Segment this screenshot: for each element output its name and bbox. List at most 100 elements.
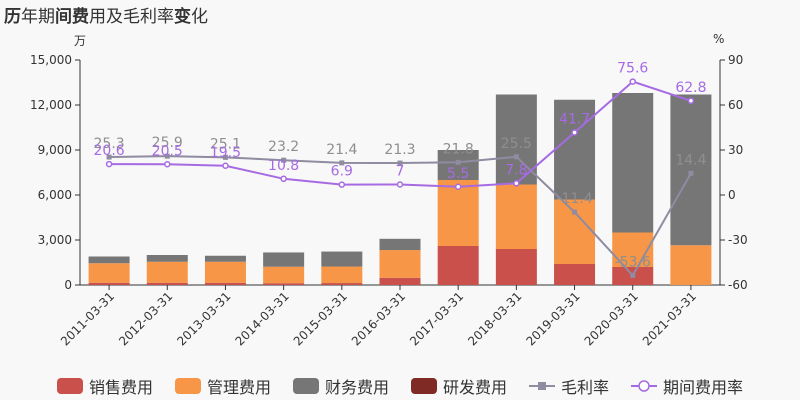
left-tick-label: 3,000	[38, 233, 72, 247]
point-expense	[454, 183, 462, 190]
right-tick-label: 0	[728, 188, 736, 202]
data-label-expense: 62.8	[675, 80, 706, 96]
title-part: 变	[174, 7, 191, 27]
bar-admin	[88, 263, 130, 283]
title-part: 用及毛利率	[89, 7, 174, 27]
data-label-expense: 7	[396, 164, 405, 180]
bar-sales	[379, 277, 421, 285]
data-label-expense: 7.8	[505, 162, 527, 178]
bar-finance	[204, 255, 246, 262]
bar-finance	[146, 255, 188, 262]
legend-swatch-rnd	[411, 378, 437, 394]
bar-admin	[263, 266, 305, 284]
bar-sales	[437, 246, 479, 285]
left-tick-label: 12,000	[30, 98, 72, 112]
point-gross	[513, 154, 519, 160]
legend-line-expense	[631, 380, 658, 392]
bar-sales	[495, 249, 537, 285]
chart-title: 历年期间费用及毛利率变化	[4, 2, 208, 27]
point-expense	[222, 162, 229, 169]
legend-item-gross[interactable]: 毛利率	[529, 374, 609, 398]
point-gross	[164, 153, 170, 159]
bar-sales	[554, 264, 596, 285]
right-tick-label: 30	[728, 143, 743, 157]
bar-finance	[88, 256, 130, 264]
left-tick-label: 0	[64, 278, 72, 292]
bar-sales	[263, 283, 305, 285]
bar-admin	[495, 184, 537, 249]
legend-label: 研发费用	[443, 378, 508, 397]
bar-admin	[321, 266, 363, 284]
point-expense	[338, 181, 346, 188]
x-tick-label: 2012-03-31	[116, 289, 175, 348]
point-gross	[397, 160, 403, 166]
point-gross	[281, 157, 287, 163]
point-gross	[222, 154, 228, 160]
legend-label: 管理费用	[206, 378, 271, 397]
title-part: 年期	[21, 7, 55, 27]
legend-item-finance[interactable]: 财务费用	[292, 374, 389, 398]
data-label-gross: 25.5	[501, 136, 532, 152]
data-label-expense: 20.5	[152, 143, 183, 159]
data-label-gross: -11.4	[556, 191, 592, 207]
point-expense	[164, 161, 171, 168]
left-axis-unit: 万	[74, 34, 87, 48]
data-label-gross: 23.2	[268, 139, 299, 155]
x-tick-label: 2019-03-31	[523, 289, 582, 348]
data-label-expense: 10.8	[268, 158, 299, 174]
data-label-gross: 14.4	[675, 152, 706, 168]
left-tick-label: 6,000	[38, 188, 72, 202]
bar-finance	[437, 150, 479, 180]
data-label-gross: 25.3	[94, 136, 125, 152]
data-label-gross: 21.3	[384, 142, 415, 158]
data-label-expense: 5.5	[447, 166, 469, 182]
bar-finance	[321, 251, 363, 267]
right-axis-unit: %	[713, 32, 725, 46]
x-tick-label: 2013-03-31	[174, 289, 233, 348]
bar-sales	[204, 282, 246, 285]
bar-sales	[88, 282, 130, 285]
right-tick-label: -60	[728, 278, 748, 292]
bar-finance	[379, 238, 421, 251]
point-expense	[513, 180, 520, 187]
bar-admin	[379, 250, 421, 278]
left-tick-label: 15,000	[30, 53, 72, 67]
bar-admin	[204, 261, 246, 283]
data-label-expense: 20.6	[94, 143, 125, 159]
bar-finance	[263, 252, 305, 267]
bar-finance	[554, 99, 596, 200]
point-expense	[571, 129, 578, 136]
bar-finance	[670, 94, 712, 246]
x-tick-label: 2014-03-31	[233, 289, 292, 348]
right-tick-label: 60	[728, 98, 743, 112]
legend-item-admin[interactable]: 管理费用	[174, 374, 271, 398]
data-label-gross: 25.1	[210, 136, 241, 152]
data-label-expense: 41.7	[559, 111, 590, 127]
point-gross	[106, 154, 112, 160]
x-tick-label: 2011-03-31	[58, 289, 117, 348]
legend-label: 毛利率	[561, 378, 610, 397]
legend-swatch-finance	[292, 378, 319, 394]
point-gross	[339, 160, 345, 166]
point-expense	[280, 175, 287, 183]
data-label-expense: 19.5	[210, 145, 241, 161]
data-label-gross: 21.8	[443, 141, 474, 157]
point-gross	[572, 209, 578, 215]
point-expense	[629, 78, 636, 85]
legend-item-rnd[interactable]: 研发费用	[411, 374, 507, 398]
bar-admin	[670, 245, 712, 285]
point-gross	[688, 170, 694, 176]
legend-item-expense[interactable]: 期间费用率	[631, 374, 743, 398]
right-tick-label: 90	[728, 53, 743, 67]
data-label-gross: 25.9	[152, 135, 183, 151]
legend-label: 期间费用率	[663, 378, 744, 397]
bar-finance	[612, 93, 654, 233]
x-tick-label: 2018-03-31	[465, 289, 524, 348]
legend-label: 财务费用	[324, 378, 389, 397]
legend-label: 销售费用	[88, 378, 153, 397]
legend-item-sales[interactable]: 销售费用	[56, 374, 153, 398]
left-tick-label: 9,000	[38, 143, 72, 157]
bar-sales	[321, 283, 363, 285]
title-part: 历	[4, 7, 21, 27]
data-label-expense: 75.6	[617, 61, 648, 77]
